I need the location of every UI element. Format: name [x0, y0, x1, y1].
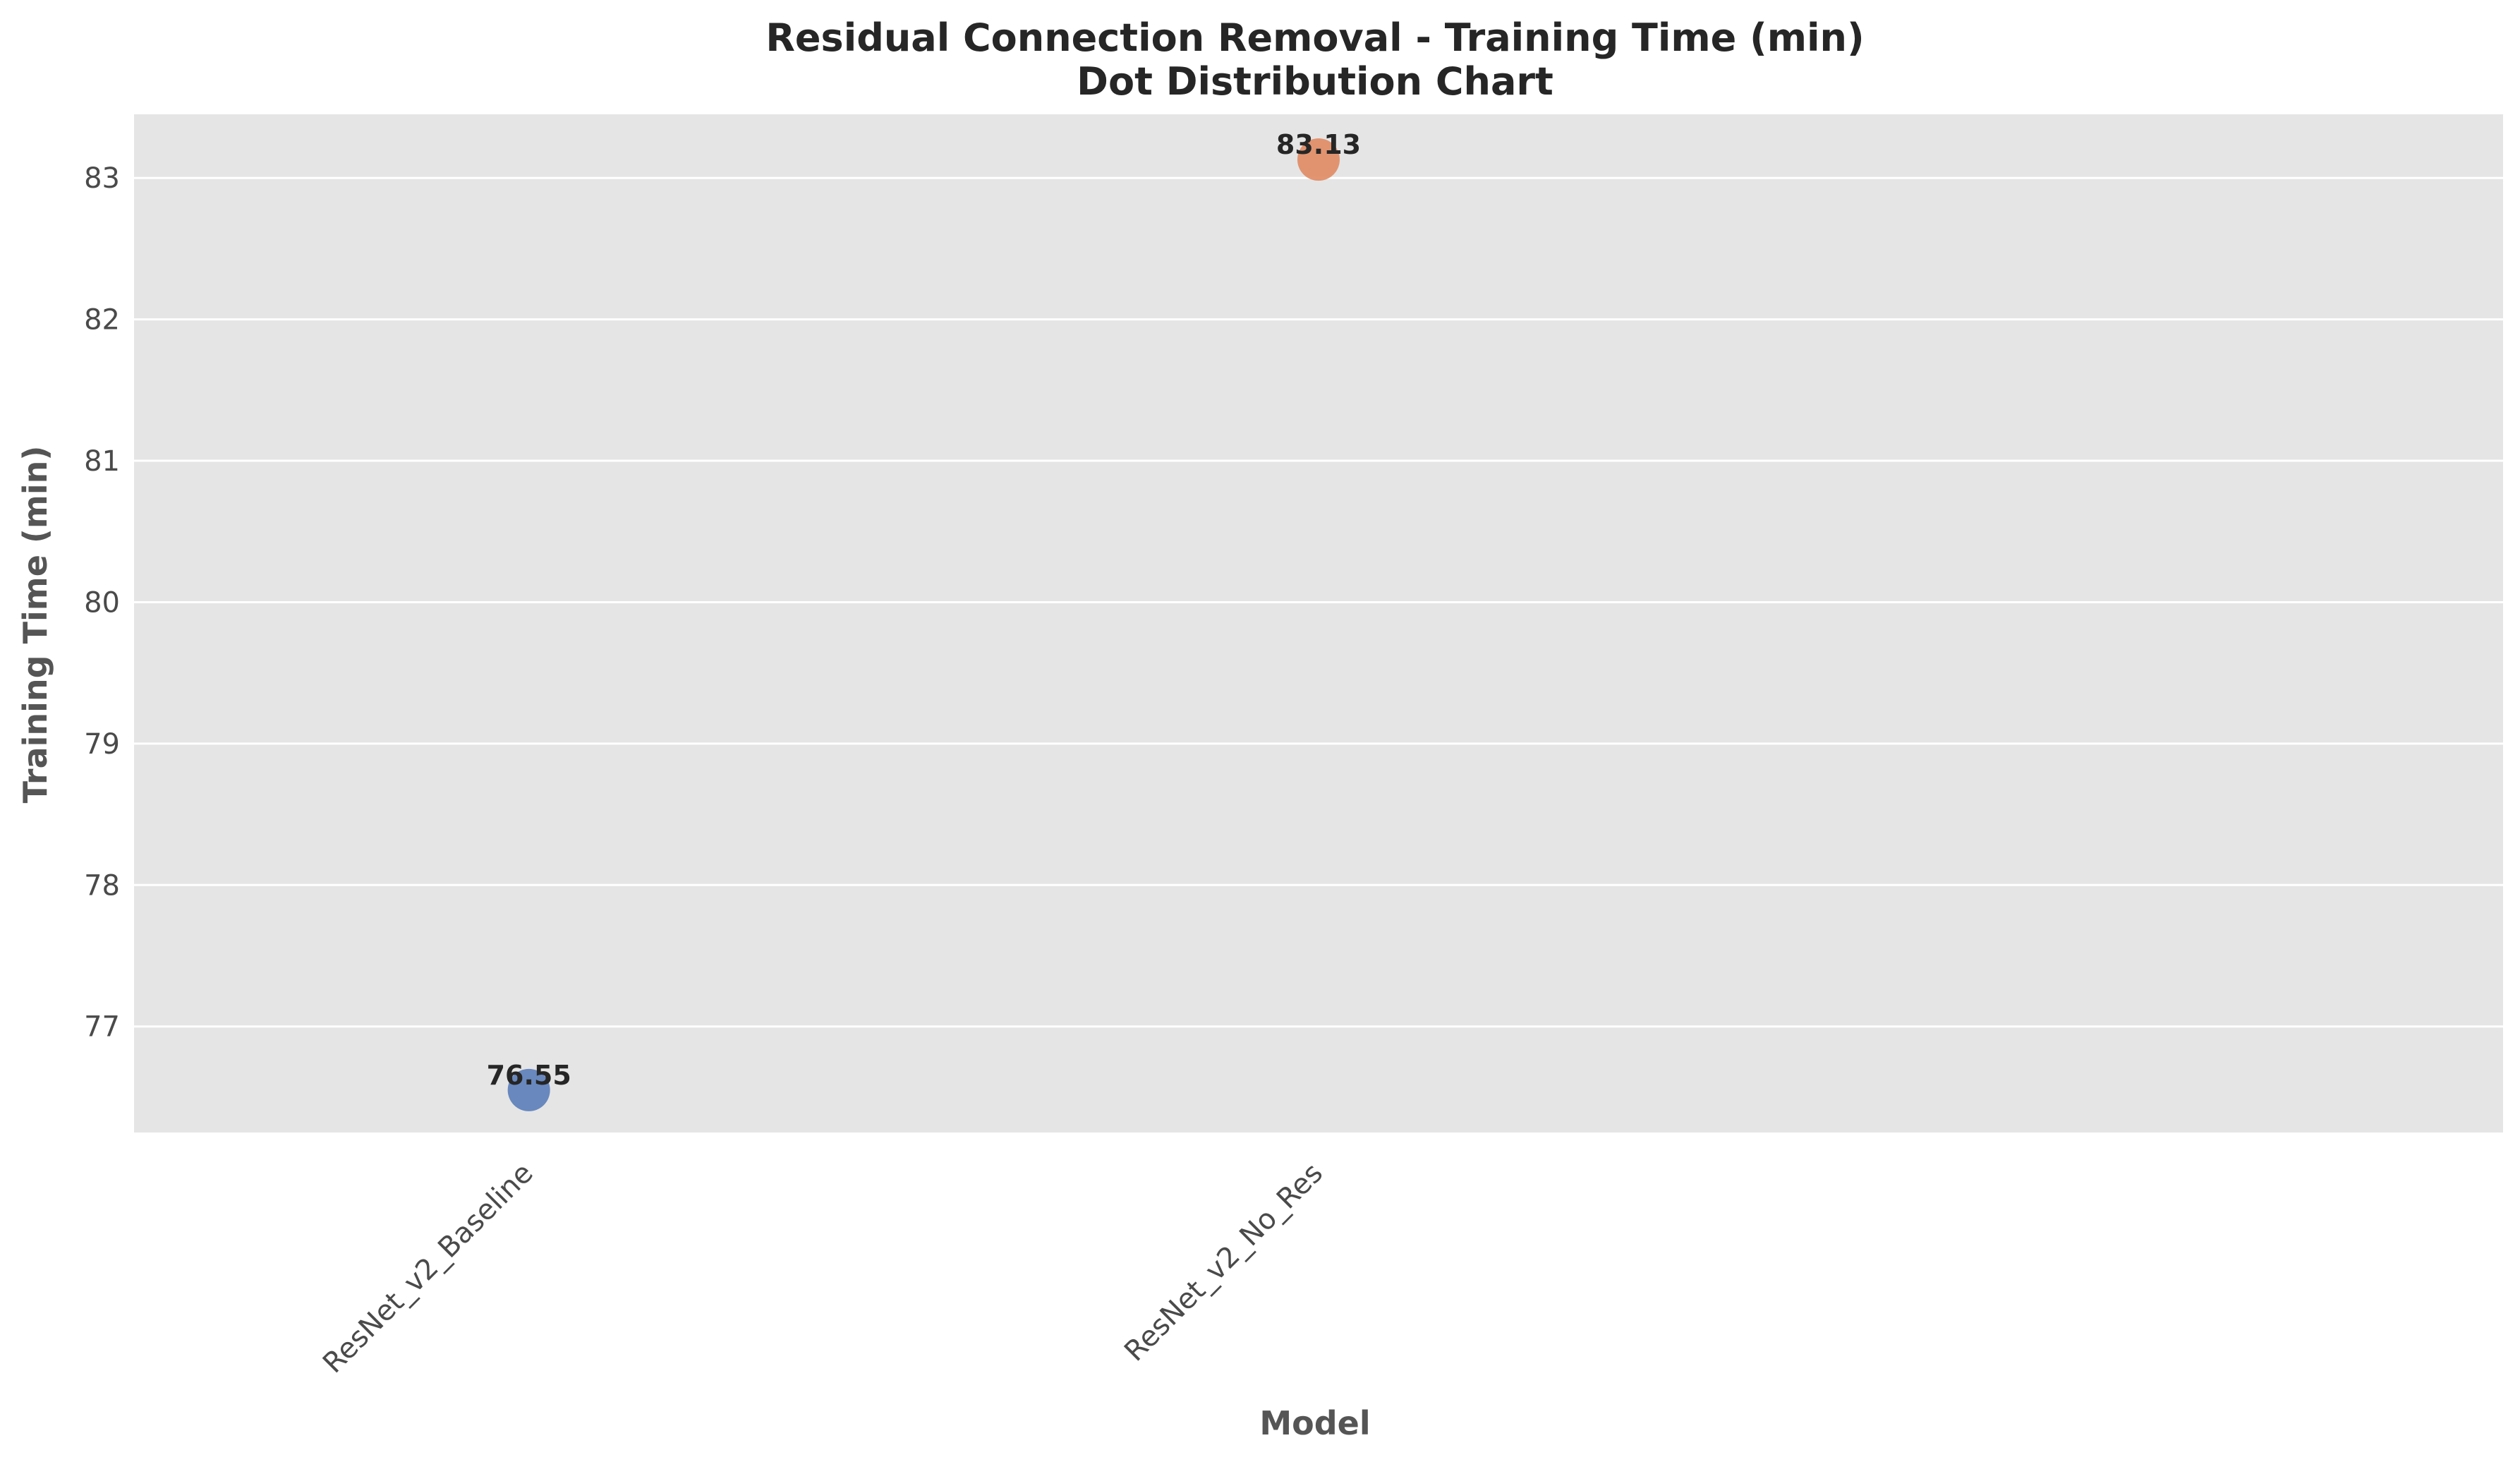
- chart-subtitle: Dot Distribution Chart: [1077, 59, 1553, 104]
- plot-area: [134, 114, 2503, 1132]
- x-axis-label: Model: [1259, 1404, 1370, 1442]
- data-labels: 76.55 83.13: [487, 129, 1362, 1091]
- y-axis-label: Training Time (min): [16, 446, 54, 804]
- data-label: 76.55: [487, 1060, 571, 1091]
- y-tick-label: 81: [84, 445, 120, 478]
- data-label: 83.13: [1276, 129, 1361, 160]
- chart-title: Residual Connection Removal - Training T…: [765, 16, 1864, 60]
- y-tick-labels: 77 78 79 80 81 82 83: [84, 162, 120, 1044]
- y-tick-label: 77: [84, 1011, 120, 1044]
- y-tick-label: 78: [84, 869, 120, 902]
- y-tick-label: 79: [84, 728, 120, 761]
- data-point: [507, 1068, 550, 1111]
- grid-lines: [134, 176, 2503, 1028]
- y-tick-label: 83: [84, 162, 120, 195]
- data-points: [507, 138, 1340, 1111]
- y-tick-label: 82: [84, 304, 120, 337]
- data-point: [1297, 138, 1340, 181]
- y-tick-label: 80: [84, 586, 120, 619]
